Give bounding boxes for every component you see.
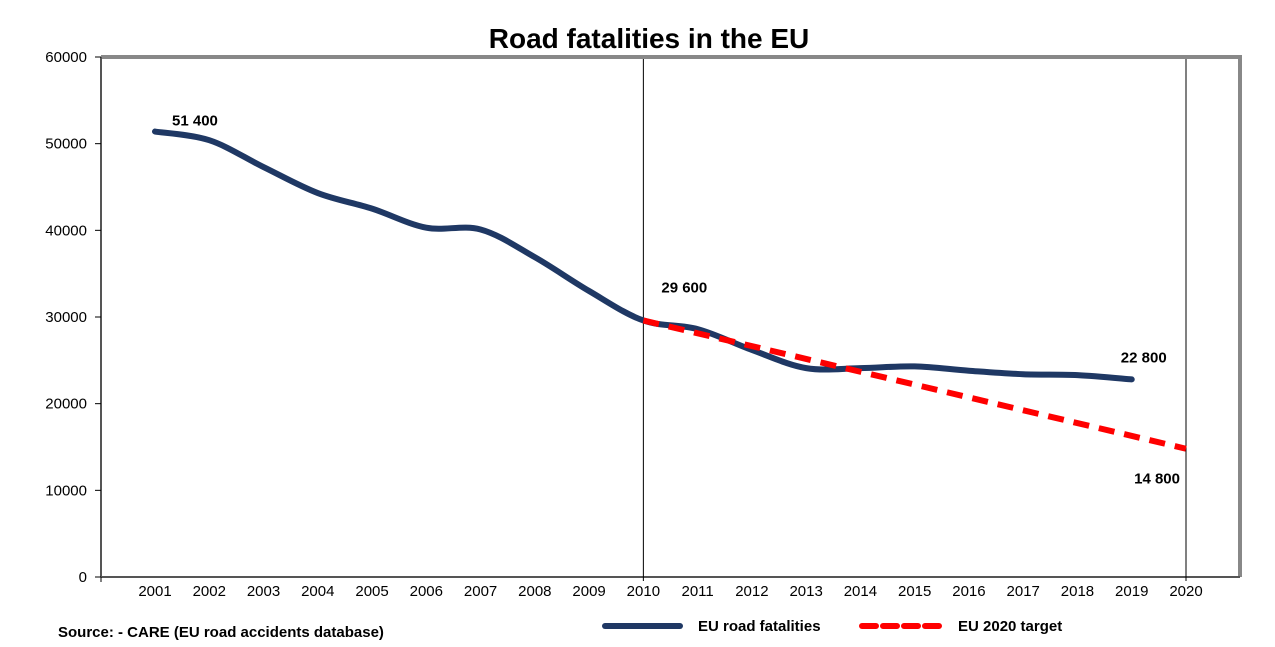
x-tick-label: 2001 xyxy=(138,583,171,600)
series-line-eu-2020-target xyxy=(642,317,1187,452)
x-tick-label: 2002 xyxy=(193,583,226,600)
x-tick-label: 2020 xyxy=(1169,583,1202,600)
x-tick-label: 2013 xyxy=(789,583,822,600)
x-tick-label: 2018 xyxy=(1061,583,1094,600)
x-tick-label: 2014 xyxy=(844,583,877,600)
x-tick-label: 2009 xyxy=(572,583,605,600)
series-group xyxy=(152,128,1187,452)
x-tick-label: 2007 xyxy=(464,583,497,600)
x-tick-label: 2019 xyxy=(1115,583,1148,600)
legend: EU road fatalities EU 2020 target xyxy=(602,618,1062,635)
x-axis: 2001 2002 2003 2004 2005 2006 2007 2008 2009 2010… xyxy=(100,577,1203,600)
x-tick-label: 2012 xyxy=(735,583,768,600)
x-tick-label: 2015 xyxy=(898,583,931,600)
source-note: Source: - CARE (EU road accidents databa… xyxy=(58,624,384,641)
x-tick-label: 2006 xyxy=(410,583,443,600)
y-tick-label: 0 xyxy=(79,569,87,586)
x-tick-label: 2005 xyxy=(355,583,388,600)
chart-title: Road fatalities in the EU xyxy=(489,23,810,54)
x-tick-label: 2010 xyxy=(627,583,660,600)
data-label-2019: 22 800 xyxy=(1121,349,1167,366)
y-tick-label: 40000 xyxy=(45,222,87,239)
data-labels: 51 400 29 600 22 800 14 800 xyxy=(172,113,1180,488)
y-tick-label: 20000 xyxy=(45,396,87,413)
x-tick-label: 2016 xyxy=(952,583,985,600)
x-tick-label: 2008 xyxy=(518,583,551,600)
data-label-2020: 14 800 xyxy=(1134,471,1180,488)
y-tick-label: 50000 xyxy=(45,136,87,153)
legend-label-eu-road-fatalities: EU road fatalities xyxy=(698,618,821,635)
x-tick-label: 2003 xyxy=(247,583,280,600)
y-tick-label: 10000 xyxy=(45,482,87,499)
x-tick-label: 2004 xyxy=(301,583,334,600)
x-tick-label: 2017 xyxy=(1007,583,1040,600)
y-tick-label: 60000 xyxy=(45,49,87,66)
reference-lines xyxy=(642,59,1187,581)
x-tick-label: 2011 xyxy=(681,583,713,600)
y-axis: 0 10000 20000 30000 40000 50000 60000 xyxy=(45,49,101,586)
data-label-2010: 29 600 xyxy=(661,279,707,296)
data-label-2001: 51 400 xyxy=(172,113,218,130)
y-tick-label: 30000 xyxy=(45,309,87,326)
legend-label-eu-2020-target: EU 2020 target xyxy=(958,618,1062,635)
plot-frame xyxy=(100,55,1242,578)
